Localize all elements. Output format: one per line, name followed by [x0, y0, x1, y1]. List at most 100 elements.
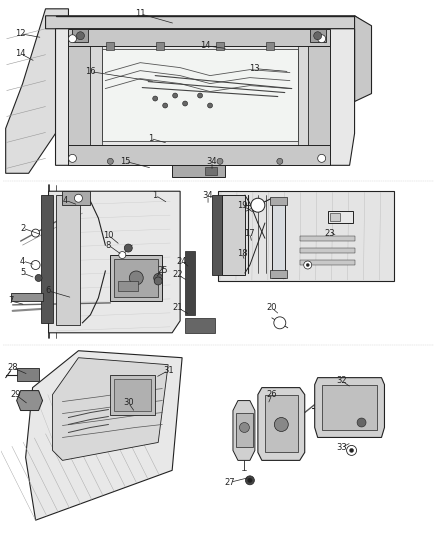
Polygon shape: [110, 375, 155, 415]
Bar: [300, 236, 355, 241]
Bar: [205, 167, 217, 175]
Text: 30: 30: [123, 398, 134, 407]
Text: 10: 10: [103, 231, 113, 240]
Polygon shape: [308, 36, 330, 155]
Text: 12: 12: [15, 29, 26, 38]
Circle shape: [107, 158, 113, 164]
Text: 14: 14: [200, 41, 210, 50]
Text: 23: 23: [324, 229, 335, 238]
Circle shape: [35, 274, 42, 281]
Polygon shape: [49, 191, 180, 333]
Circle shape: [74, 194, 82, 202]
Circle shape: [154, 273, 162, 282]
Bar: [216, 42, 224, 50]
Text: 6: 6: [46, 286, 51, 295]
Polygon shape: [265, 394, 298, 453]
Polygon shape: [72, 29, 88, 42]
Circle shape: [318, 155, 326, 163]
Text: 26: 26: [266, 390, 277, 399]
Circle shape: [198, 93, 202, 98]
Circle shape: [77, 32, 85, 40]
Text: 31: 31: [163, 366, 173, 375]
Polygon shape: [25, 351, 182, 520]
Text: 19: 19: [237, 201, 247, 209]
Circle shape: [119, 252, 126, 259]
Polygon shape: [355, 16, 371, 101]
Circle shape: [314, 32, 321, 40]
Circle shape: [124, 244, 132, 252]
Polygon shape: [17, 368, 39, 381]
Text: 1: 1: [152, 191, 158, 200]
Polygon shape: [218, 191, 395, 281]
Polygon shape: [68, 29, 330, 46]
Bar: [300, 248, 355, 253]
Polygon shape: [63, 191, 90, 205]
Polygon shape: [46, 16, 370, 39]
Bar: [270, 197, 287, 205]
Circle shape: [153, 96, 158, 101]
Circle shape: [304, 261, 312, 269]
Bar: [328, 211, 353, 223]
Polygon shape: [298, 44, 308, 148]
Polygon shape: [11, 293, 42, 301]
Polygon shape: [56, 29, 355, 165]
Text: 34: 34: [203, 191, 213, 200]
Text: 33: 33: [336, 443, 347, 452]
Text: 22: 22: [173, 270, 184, 279]
Polygon shape: [68, 146, 330, 165]
Circle shape: [240, 423, 249, 432]
Bar: [266, 42, 274, 50]
Polygon shape: [258, 387, 305, 461]
Text: 14: 14: [15, 49, 26, 58]
Circle shape: [217, 158, 223, 164]
Text: 24: 24: [177, 256, 187, 265]
Circle shape: [68, 35, 77, 43]
Text: 1: 1: [148, 134, 153, 143]
Polygon shape: [222, 195, 245, 275]
Polygon shape: [17, 391, 42, 410]
Text: 11: 11: [135, 9, 145, 18]
Circle shape: [248, 478, 252, 482]
Text: 28: 28: [7, 363, 18, 372]
Circle shape: [183, 101, 187, 106]
Text: 7: 7: [8, 296, 13, 305]
Text: 2: 2: [20, 224, 25, 232]
Circle shape: [274, 317, 286, 329]
Circle shape: [129, 271, 143, 285]
Circle shape: [318, 35, 326, 43]
Text: 16: 16: [85, 67, 96, 76]
Polygon shape: [185, 251, 195, 315]
Bar: [270, 270, 287, 278]
Polygon shape: [314, 378, 385, 438]
Circle shape: [162, 103, 168, 108]
Text: 15: 15: [120, 157, 131, 166]
Bar: [300, 260, 355, 265]
Circle shape: [274, 417, 288, 432]
Polygon shape: [56, 195, 81, 325]
Polygon shape: [272, 198, 285, 278]
Text: 13: 13: [250, 64, 260, 73]
Text: 4: 4: [63, 196, 68, 205]
Circle shape: [277, 158, 283, 164]
Polygon shape: [102, 49, 298, 141]
Polygon shape: [185, 318, 215, 333]
Polygon shape: [114, 259, 158, 297]
Text: 29: 29: [11, 390, 21, 399]
Circle shape: [251, 198, 265, 212]
Polygon shape: [6, 9, 68, 173]
Bar: [330, 213, 339, 221]
Polygon shape: [212, 195, 222, 275]
Text: 27: 27: [225, 478, 235, 487]
Text: 25: 25: [157, 266, 167, 276]
Polygon shape: [110, 255, 162, 301]
Text: 34: 34: [207, 157, 217, 166]
Text: 17: 17: [244, 229, 255, 238]
Polygon shape: [233, 401, 255, 461]
Bar: [106, 42, 114, 50]
Circle shape: [350, 448, 353, 453]
Circle shape: [208, 103, 212, 108]
Polygon shape: [90, 44, 102, 148]
Circle shape: [32, 229, 39, 237]
Circle shape: [31, 261, 40, 270]
Text: 8: 8: [106, 240, 111, 249]
